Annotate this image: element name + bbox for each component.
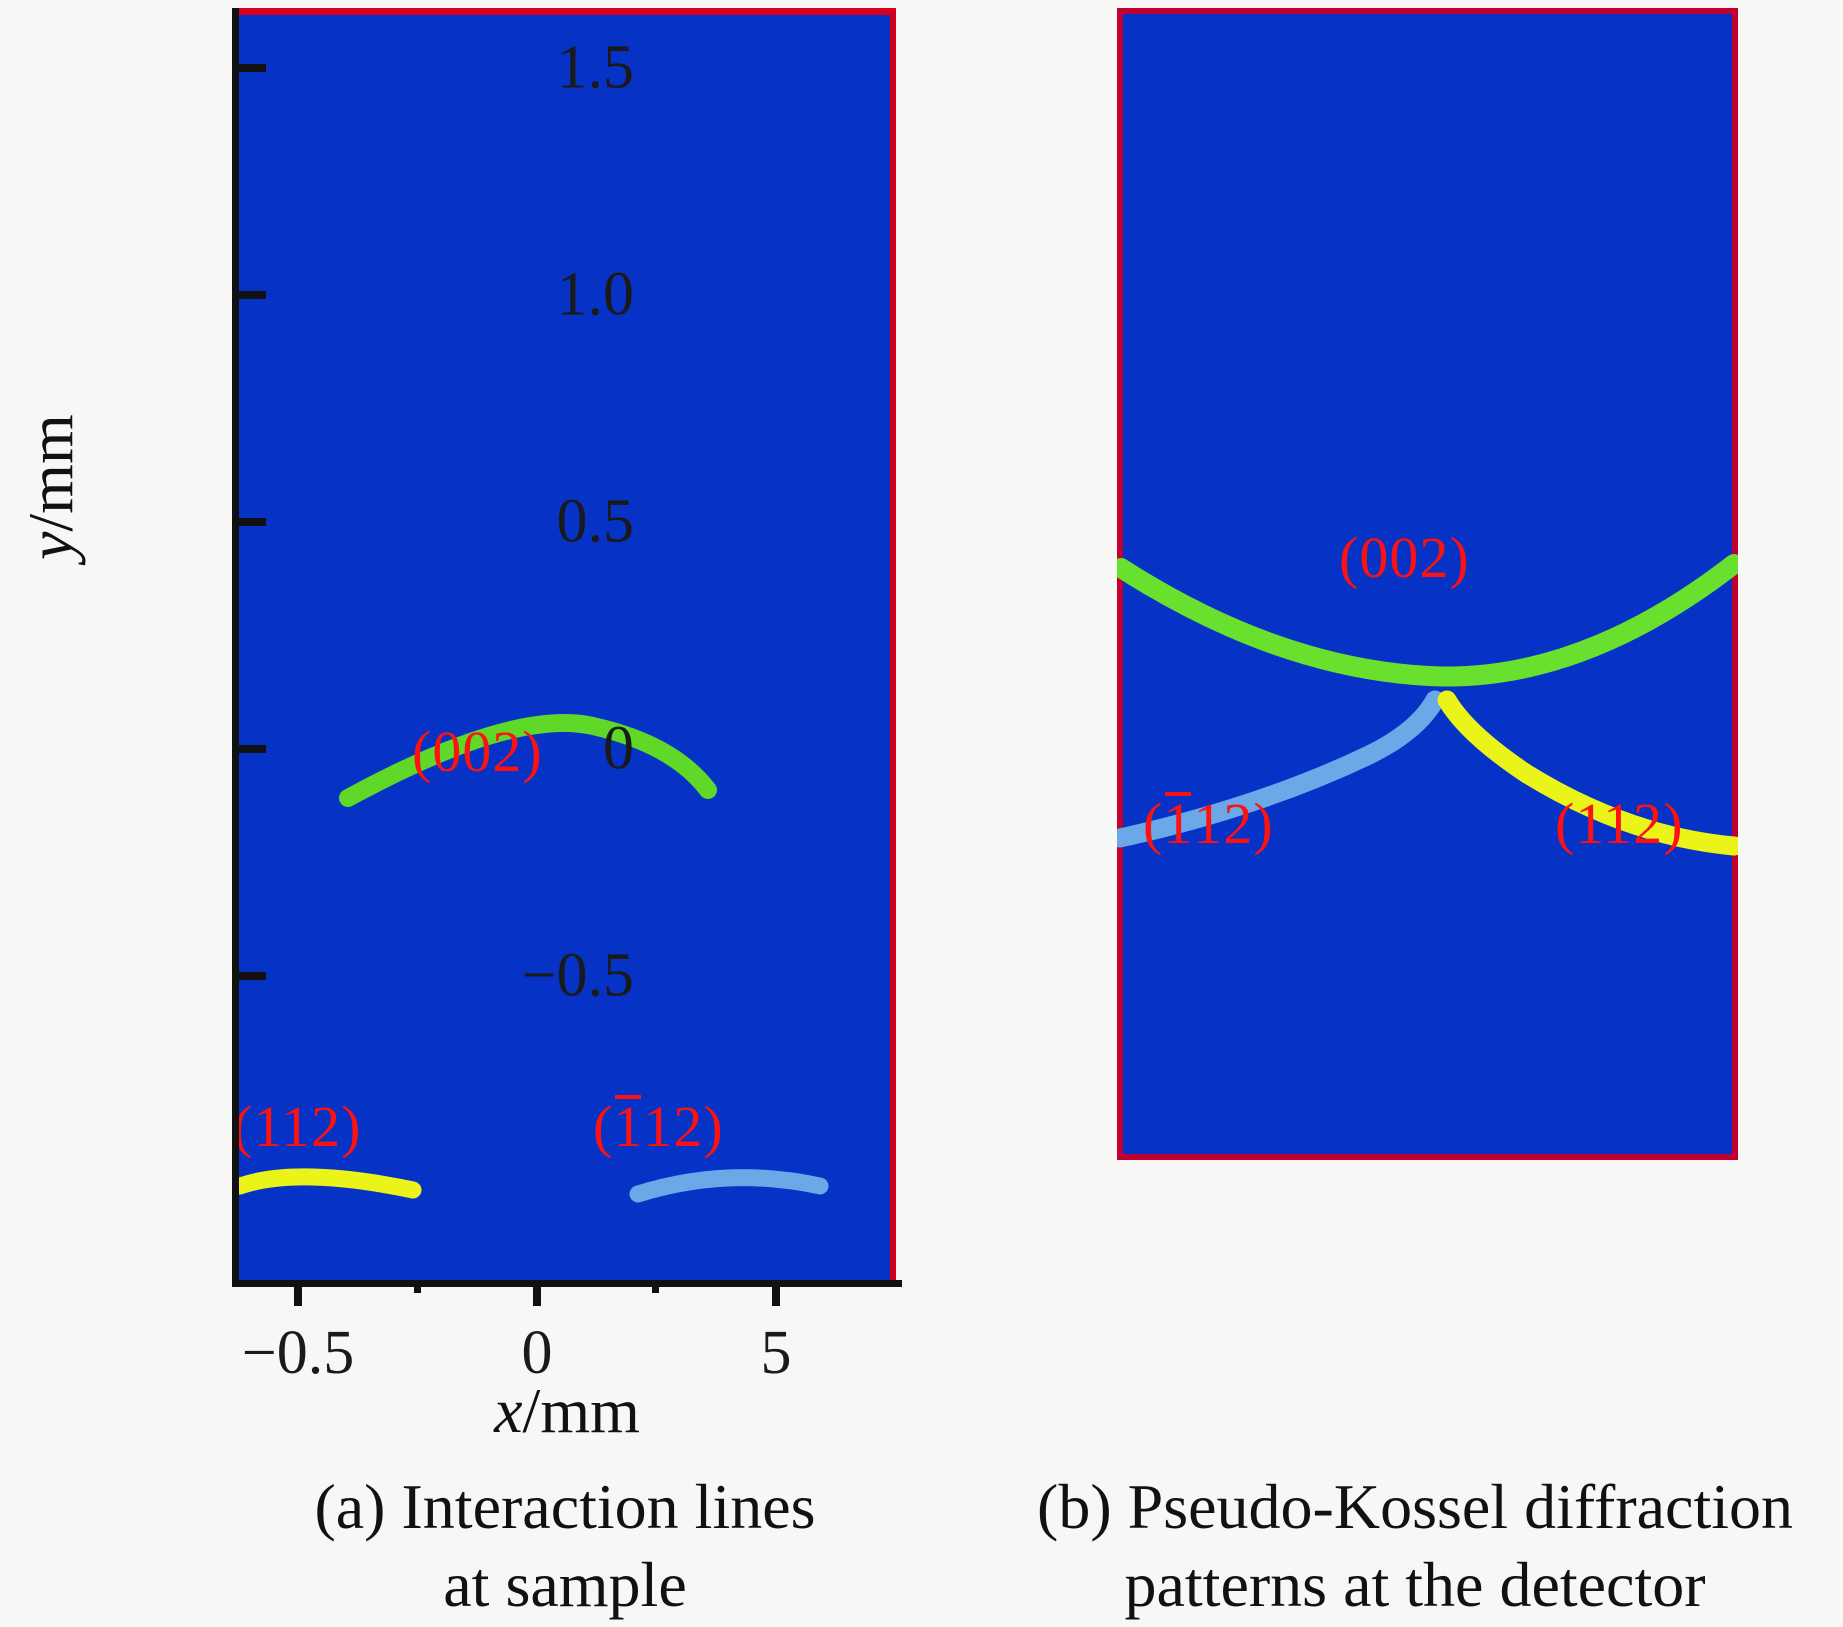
y-axis-label: y/mm — [14, 414, 88, 560]
y-axis-label-unit: /mm — [15, 414, 86, 532]
miller-label-002-a: (002) — [412, 718, 543, 785]
miller-label-112-b-text: 112 — [1575, 791, 1664, 856]
x-ticklabel-5: 5 — [760, 1319, 792, 1387]
miller-label-112-a-text: 112 — [253, 1094, 342, 1159]
y-tick-1.0 — [232, 291, 266, 299]
x-ticklabel--0.5: −0.5 — [241, 1319, 355, 1387]
miller-label-m112-b-text: 12 — [1193, 791, 1254, 856]
paren-open: ( — [593, 1094, 614, 1159]
y-tick-0 — [232, 745, 266, 753]
y-ticklabel-1.0: 1.0 — [556, 260, 635, 329]
x-tick-0 — [533, 1280, 541, 1306]
panel-a-plot-area — [238, 8, 896, 1280]
curve-m112-b — [1117, 690, 1445, 848]
paren-close: ) — [1663, 791, 1684, 856]
panel-b-plot-area — [1117, 8, 1738, 1160]
caption-panel-a: (a) Interaction lines at sample — [160, 1468, 970, 1624]
miller-label-112-a: (112) — [233, 1093, 362, 1160]
miller-label-002-b: (002) — [1339, 524, 1470, 591]
paren-close: ) — [341, 1094, 362, 1159]
caption-panel-b-line1: (b) Pseudo-Kossel diffraction — [1037, 1471, 1793, 1542]
paren-close: ) — [1253, 791, 1274, 856]
miller-label-m112-b: (112) — [1143, 790, 1274, 857]
caption-panel-b: (b) Pseudo-Kossel diffraction patterns a… — [1000, 1468, 1830, 1624]
panel-b-pseudo-kossel: (002) (112) (112) — [1117, 8, 1738, 1160]
x-axis-label-unit: /mm — [522, 1375, 640, 1446]
curve-002-a — [339, 714, 717, 807]
caption-panel-a-line1: (a) Interaction lines — [314, 1471, 816, 1542]
y-axis-label-variable: y — [15, 531, 86, 560]
miller-label-m112-a-text: 12 — [643, 1094, 704, 1159]
x-tick-5 — [772, 1280, 780, 1306]
x-ticklabel-0: 0 — [521, 1319, 553, 1387]
caption-panel-a-line2: at sample — [443, 1549, 687, 1621]
curve-112-a — [238, 1168, 422, 1199]
miller-overbar-1: 1 — [1163, 791, 1194, 856]
y-tick-0.5 — [232, 518, 266, 526]
y-ticklabel--0.5: −0.5 — [521, 941, 634, 1010]
x-axis-line-a — [232, 1280, 902, 1287]
paren-close: ) — [703, 1094, 724, 1159]
x-tick-minor-2 — [652, 1280, 659, 1293]
miller-label-002-b-text: (002) — [1339, 525, 1470, 590]
caption-panel-b-line2: patterns at the detector — [1124, 1549, 1706, 1621]
y-ticklabel-0.5: 0.5 — [556, 487, 635, 556]
y-tick-1.5 — [232, 64, 266, 72]
panel-b-curves — [1117, 554, 1738, 856]
y-tick--0.5 — [232, 972, 266, 980]
curve-m112-a — [629, 1169, 829, 1203]
curve-002-b — [1117, 554, 1738, 687]
miller-overbar-1: 1 — [613, 1094, 644, 1159]
curve-112-b — [1437, 690, 1738, 856]
y-axis-line-a — [232, 8, 239, 1280]
panel-a-interaction-lines: (002) (112) (112) 1.5 1.0 0.5 0 −0.5 −0.… — [232, 8, 902, 1387]
y-ticklabel-1.5: 1.5 — [556, 33, 635, 102]
x-tick-minor-1 — [414, 1280, 421, 1293]
y-ticklabel-0: 0 — [603, 714, 634, 783]
miller-label-m112-a: (112) — [593, 1093, 724, 1160]
x-axis-label: x/mm — [494, 1374, 640, 1448]
x-tick--0.5 — [294, 1280, 302, 1306]
x-axis-label-variable: x — [494, 1375, 523, 1446]
miller-label-002-a-text: (002) — [412, 719, 543, 784]
paren-open: ( — [1143, 791, 1164, 856]
paren-open: ( — [1555, 791, 1576, 856]
miller-label-112-b: (112) — [1555, 790, 1684, 857]
panel-a-curves — [238, 714, 829, 1203]
